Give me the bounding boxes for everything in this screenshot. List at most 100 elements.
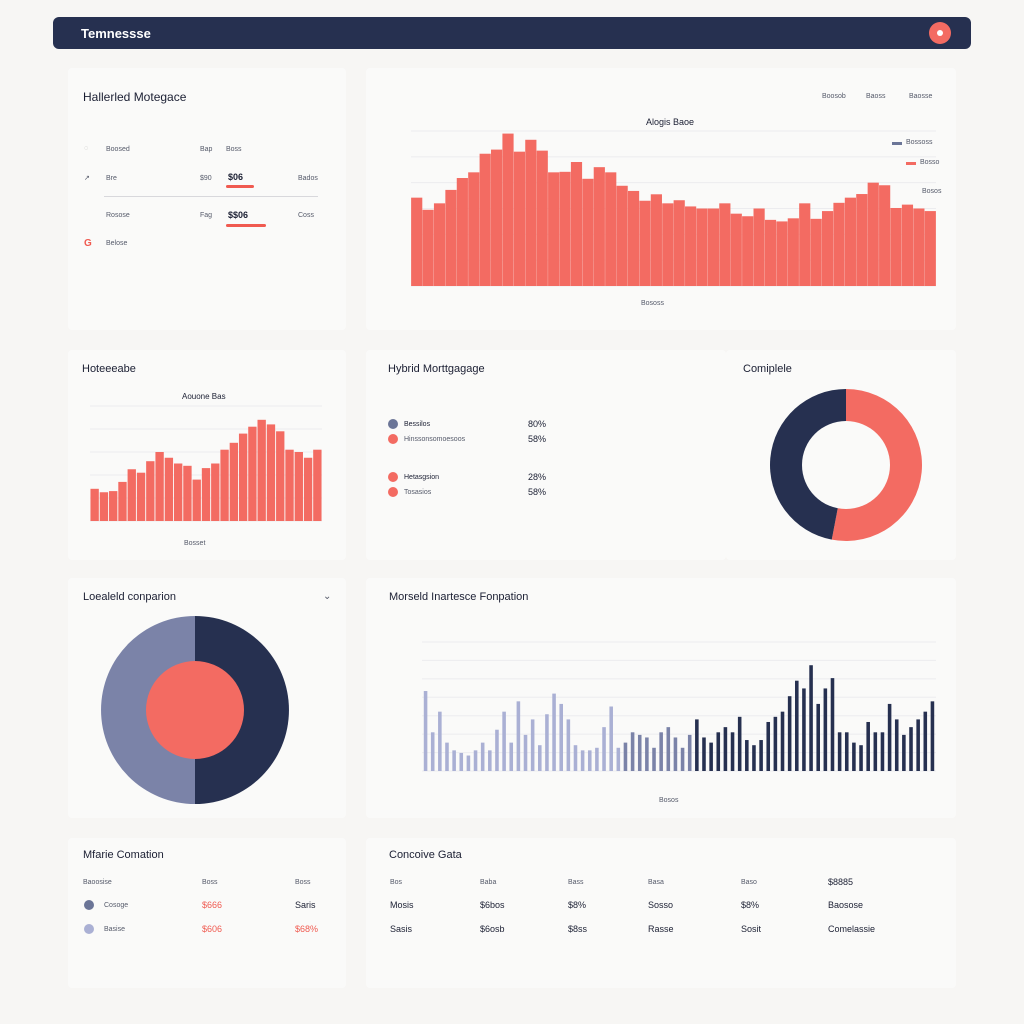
user-avatar[interactable] [929, 22, 951, 44]
bar [438, 711, 442, 771]
bar [146, 461, 155, 521]
arrow-icon: ↗ [84, 175, 90, 182]
bar [867, 182, 879, 286]
row-col2: $90 [200, 175, 212, 182]
bar [776, 221, 788, 286]
bar [809, 665, 813, 771]
bar [559, 703, 563, 771]
bar [229, 442, 239, 521]
bar [673, 737, 678, 771]
mortgage-summary-card: Hallerled Motegace ◌ Boosed Bap Boss ↗ B… [68, 68, 346, 330]
bar [723, 727, 728, 771]
table-header: Baso [741, 879, 757, 886]
bar [821, 211, 834, 286]
bar [248, 426, 257, 521]
bar [742, 216, 754, 286]
table-cell: Saris [295, 900, 316, 910]
filter-link[interactable]: Boosob [822, 93, 846, 100]
bar [118, 481, 127, 521]
bar [673, 200, 685, 286]
bar [799, 203, 811, 286]
bar [479, 153, 491, 286]
row-value: $$06 [228, 210, 249, 220]
bar [909, 727, 913, 771]
legend-value: 58% [528, 434, 547, 444]
table-cell: $606 [202, 924, 223, 934]
filter-link[interactable]: Baoss [866, 93, 886, 100]
bar [696, 208, 708, 286]
row-col2: Fag [200, 212, 213, 219]
bar [473, 750, 478, 771]
bar [616, 185, 628, 286]
bar-chart-insurance [422, 641, 936, 772]
bar [873, 732, 878, 771]
legend-dot [388, 487, 398, 497]
bar [859, 745, 863, 771]
bar [456, 178, 468, 286]
g-icon: G [84, 238, 92, 249]
bar [411, 197, 423, 286]
bar [285, 449, 294, 521]
bar [666, 727, 671, 771]
bar [880, 732, 885, 771]
legend-label: Bosos [922, 188, 942, 195]
legend-value: 58% [528, 487, 547, 497]
card-title: Concoive Gata [389, 849, 462, 861]
bar [220, 449, 229, 521]
chart-title: Aouone Bas [182, 392, 226, 401]
bar [745, 740, 749, 771]
bar [816, 703, 820, 771]
table-header: Boss [295, 879, 311, 886]
bar [810, 218, 822, 286]
table-cell: Sasis [390, 924, 413, 934]
bar [730, 732, 735, 771]
card-title: Comiplele [743, 363, 792, 375]
bar [894, 719, 899, 771]
bar-chart-secondary [90, 405, 322, 522]
x-axis-label: Bosset [184, 540, 206, 547]
bar [844, 732, 849, 771]
bar [192, 479, 201, 521]
bar [605, 172, 617, 286]
bar [136, 472, 146, 521]
bar [580, 750, 585, 771]
bar [480, 742, 485, 771]
comparative-data-card: Concoive Gata Bos Baba Bass Basa Baso $8… [366, 838, 956, 988]
bar [491, 149, 503, 286]
progress-bar [226, 185, 254, 188]
bar [695, 719, 699, 771]
market-comparison-card: Mfarie Comation Baoosise Boss Boss Cosog… [68, 838, 346, 988]
bar [709, 742, 713, 771]
row-col2: Bap [200, 146, 213, 153]
legend-label: Hetasgsion [404, 474, 440, 481]
table-header: Bass [568, 879, 584, 886]
legend-dot [388, 419, 398, 429]
bar [687, 734, 692, 771]
bar [502, 133, 514, 286]
bar [566, 719, 571, 771]
table-cell: $6osb [480, 924, 505, 934]
bar [650, 194, 662, 286]
table-cell: $6bos [480, 900, 505, 910]
bar [513, 151, 526, 286]
bar [313, 449, 322, 521]
bar [879, 185, 891, 286]
legend-dot [388, 472, 398, 482]
bar [155, 452, 164, 521]
legend-swatch [906, 162, 916, 165]
bar [737, 716, 742, 771]
chevron-down-icon[interactable]: ⌄ [323, 591, 332, 602]
legend-label: Tosasios [404, 489, 432, 496]
bar [645, 737, 649, 771]
row-right: Bados [298, 175, 318, 182]
bar [593, 167, 605, 286]
bar [516, 701, 521, 771]
bar [616, 747, 621, 771]
chart-title: Alogis Baoe [646, 117, 695, 127]
pie-chart [101, 616, 289, 804]
table-header: Boss [202, 879, 218, 886]
bar [266, 424, 276, 521]
card-title: Hybrid Morttgagage [388, 363, 485, 375]
bar [844, 197, 856, 286]
filter-link[interactable]: Baosse [909, 93, 933, 100]
